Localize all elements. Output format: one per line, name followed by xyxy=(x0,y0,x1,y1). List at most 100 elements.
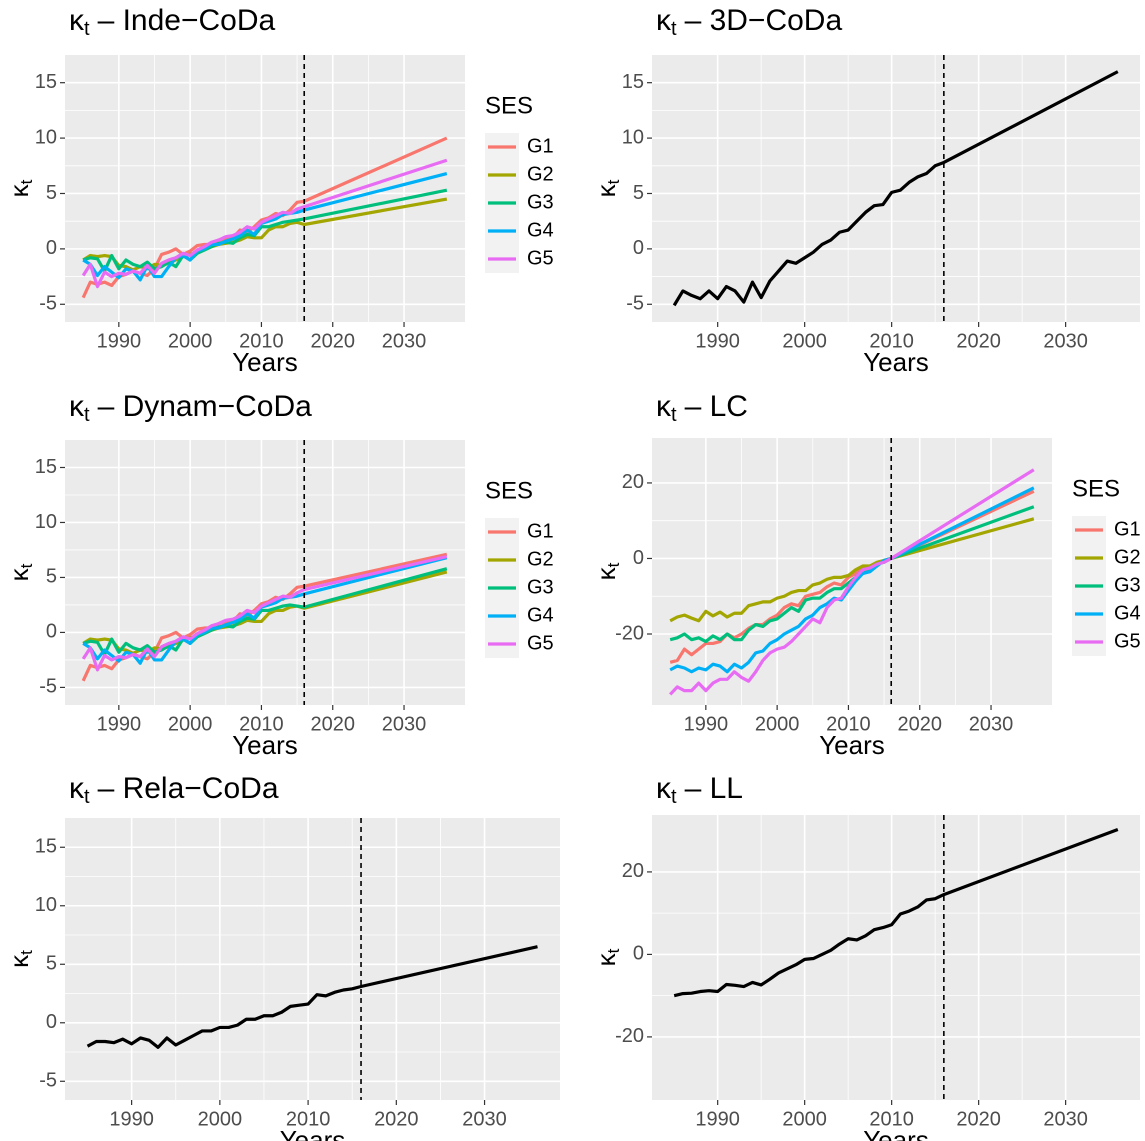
y-tick-label: 15 xyxy=(35,71,57,93)
chart-title: κt – Inde−CoDa xyxy=(69,4,276,40)
x-tick-label: 2030 xyxy=(1043,330,1088,352)
x-tick-label: 2030 xyxy=(382,713,427,735)
y-tick-label: 0 xyxy=(46,621,57,643)
legend-label: G1 xyxy=(1114,518,1141,540)
y-tick-label: 10 xyxy=(35,126,57,148)
y-label-subscript: t xyxy=(604,179,623,184)
legend-label: G3 xyxy=(1114,574,1141,596)
legend-label: G1 xyxy=(527,520,554,542)
legend-label: G2 xyxy=(527,548,554,570)
y-tick-label: 10 xyxy=(35,511,57,533)
y-axis-label: κt xyxy=(4,950,37,968)
legend-label: G4 xyxy=(1114,602,1141,624)
x-tick-label: 2000 xyxy=(755,713,800,735)
x-tick-label: 2000 xyxy=(782,1108,827,1130)
x-tick-label: 2020 xyxy=(956,330,1001,352)
title-symbol: κ xyxy=(656,390,672,423)
x-tick-label: 2030 xyxy=(1043,1108,1088,1130)
title-text: – LC xyxy=(685,390,748,423)
y-tick-label: 0 xyxy=(633,943,644,965)
x-axis-label: Years xyxy=(232,347,298,377)
y-tick-label: 10 xyxy=(622,126,644,148)
title-text: – Rela−CoDa xyxy=(98,772,279,805)
series-line xyxy=(669,517,1035,623)
title-text: – LL xyxy=(685,772,743,805)
title-subscript: t xyxy=(84,786,90,808)
y-tick-label: 5 xyxy=(46,953,57,975)
x-tick-label: 1990 xyxy=(684,713,729,735)
y-label-symbol: κ xyxy=(591,183,621,197)
legend-label: G2 xyxy=(1114,546,1141,568)
legend-label: G5 xyxy=(527,632,554,654)
y-tick-label: 5 xyxy=(46,566,57,588)
plot-background xyxy=(65,55,465,322)
x-tick-label: 2030 xyxy=(462,1108,507,1130)
y-tick-label: 0 xyxy=(46,237,57,259)
x-tick-label: 2020 xyxy=(897,713,942,735)
series-line xyxy=(672,70,1119,307)
x-tick-label: 2000 xyxy=(198,1108,243,1130)
y-tick-label: 20 xyxy=(622,471,644,493)
y-label-symbol: κ xyxy=(4,954,34,968)
x-axis-label: Years xyxy=(863,1125,929,1141)
y-tick-label: 0 xyxy=(633,547,644,569)
y-tick-label: 0 xyxy=(633,237,644,259)
title-text: – Dynam−CoDa xyxy=(98,390,313,423)
series-line xyxy=(669,486,1035,674)
y-label-subscript: t xyxy=(17,179,36,184)
x-tick-label: 2010 xyxy=(239,330,284,352)
chart-title: κt – Rela−CoDa xyxy=(69,772,279,808)
x-tick-label: 2010 xyxy=(286,1108,331,1130)
legend-label: G4 xyxy=(527,219,554,241)
x-tick-label: 1990 xyxy=(97,713,142,735)
y-tick-label: -5 xyxy=(39,676,57,698)
x-tick-label: 2030 xyxy=(969,713,1014,735)
y-axis-label: κt xyxy=(591,179,624,197)
x-tick-label: 2020 xyxy=(374,1108,419,1130)
legend-label: G5 xyxy=(527,247,554,269)
y-label-symbol: κ xyxy=(591,952,621,966)
x-tick-label: 1990 xyxy=(695,1108,740,1130)
x-tick-label: 2000 xyxy=(168,713,213,735)
x-tick-label: 1990 xyxy=(109,1108,154,1130)
title-text: – 3D−CoDa xyxy=(685,4,843,37)
legend-title: SES xyxy=(485,477,533,504)
y-label-symbol: κ xyxy=(4,567,34,581)
y-tick-label: -5 xyxy=(626,293,644,315)
y-label-symbol: κ xyxy=(4,183,34,197)
plot-background xyxy=(652,55,1140,322)
y-tick-label: -5 xyxy=(39,1070,57,1092)
x-tick-label: 2010 xyxy=(869,330,914,352)
chart-title: κt – 3D−CoDa xyxy=(656,4,842,40)
x-tick-label: 2010 xyxy=(869,1108,914,1130)
y-tick-label: -5 xyxy=(39,293,57,315)
x-tick-label: 2030 xyxy=(382,330,427,352)
series-line xyxy=(669,489,1035,664)
y-label-subscript: t xyxy=(17,950,36,955)
title-text: – Inde−CoDa xyxy=(98,4,276,37)
y-tick-label: 15 xyxy=(35,836,57,858)
title-symbol: κ xyxy=(69,772,85,805)
legend-label: G3 xyxy=(527,191,554,213)
y-tick-label: -20 xyxy=(615,622,644,644)
legend-label: G3 xyxy=(527,576,554,598)
x-tick-label: 2020 xyxy=(310,330,355,352)
y-axis-label: κt xyxy=(591,948,624,966)
y-label-subscript: t xyxy=(604,948,623,953)
y-tick-label: 5 xyxy=(633,182,644,204)
legend-label: G5 xyxy=(1114,630,1141,652)
chart-title: κt – LC xyxy=(656,390,748,426)
x-tick-label: 2000 xyxy=(168,330,213,352)
series-line xyxy=(81,555,448,672)
x-tick-label: 1990 xyxy=(695,330,740,352)
x-tick-label: 1990 xyxy=(97,330,142,352)
y-tick-label: 15 xyxy=(35,456,57,478)
y-axis-label: κt xyxy=(591,562,624,580)
plot-background xyxy=(652,815,1140,1100)
